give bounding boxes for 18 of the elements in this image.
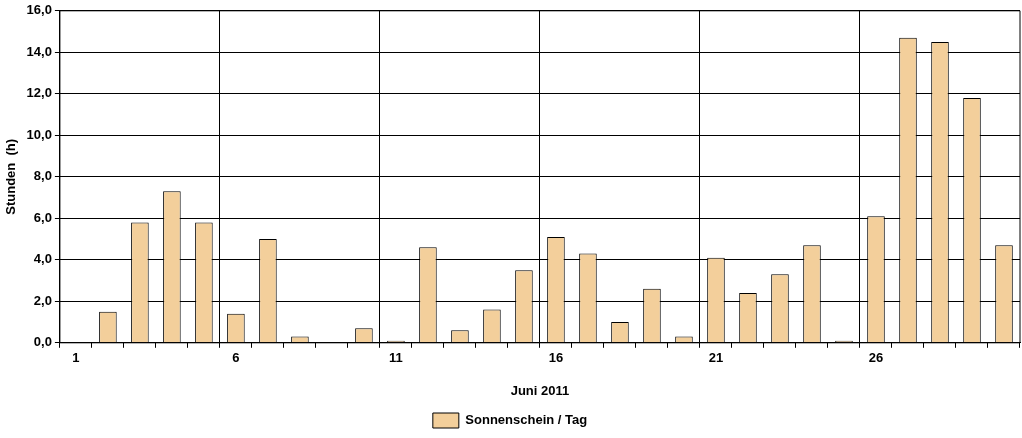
y-tick-label: 4,0 [33,251,52,267]
x-tick-label: 16 [548,350,564,366]
y-tick-label: 8,0 [33,168,52,184]
x-tick-label: 1 [72,350,80,366]
y-tick-label: 10,0 [26,126,52,142]
x-tick-label: 6 [232,350,240,366]
y-tick-label: 14,0 [26,43,52,59]
y-axis-title: Stunden (h) [3,138,19,215]
y-tick-label: 0,0 [33,334,52,350]
x-tick-label: 21 [708,350,724,366]
x-tick-label: 11 [389,350,403,366]
y-tick-label: 6,0 [33,209,52,225]
x-axis-title: Juni 2011 [510,382,570,398]
y-tick-label: 16,0 [26,2,52,18]
y-tick-label: 2,0 [33,292,52,308]
x-tick-label: 26 [868,350,884,366]
y-tick-label: 12,0 [26,85,52,101]
legend-label: Sonnenschein / Tag [465,412,588,428]
